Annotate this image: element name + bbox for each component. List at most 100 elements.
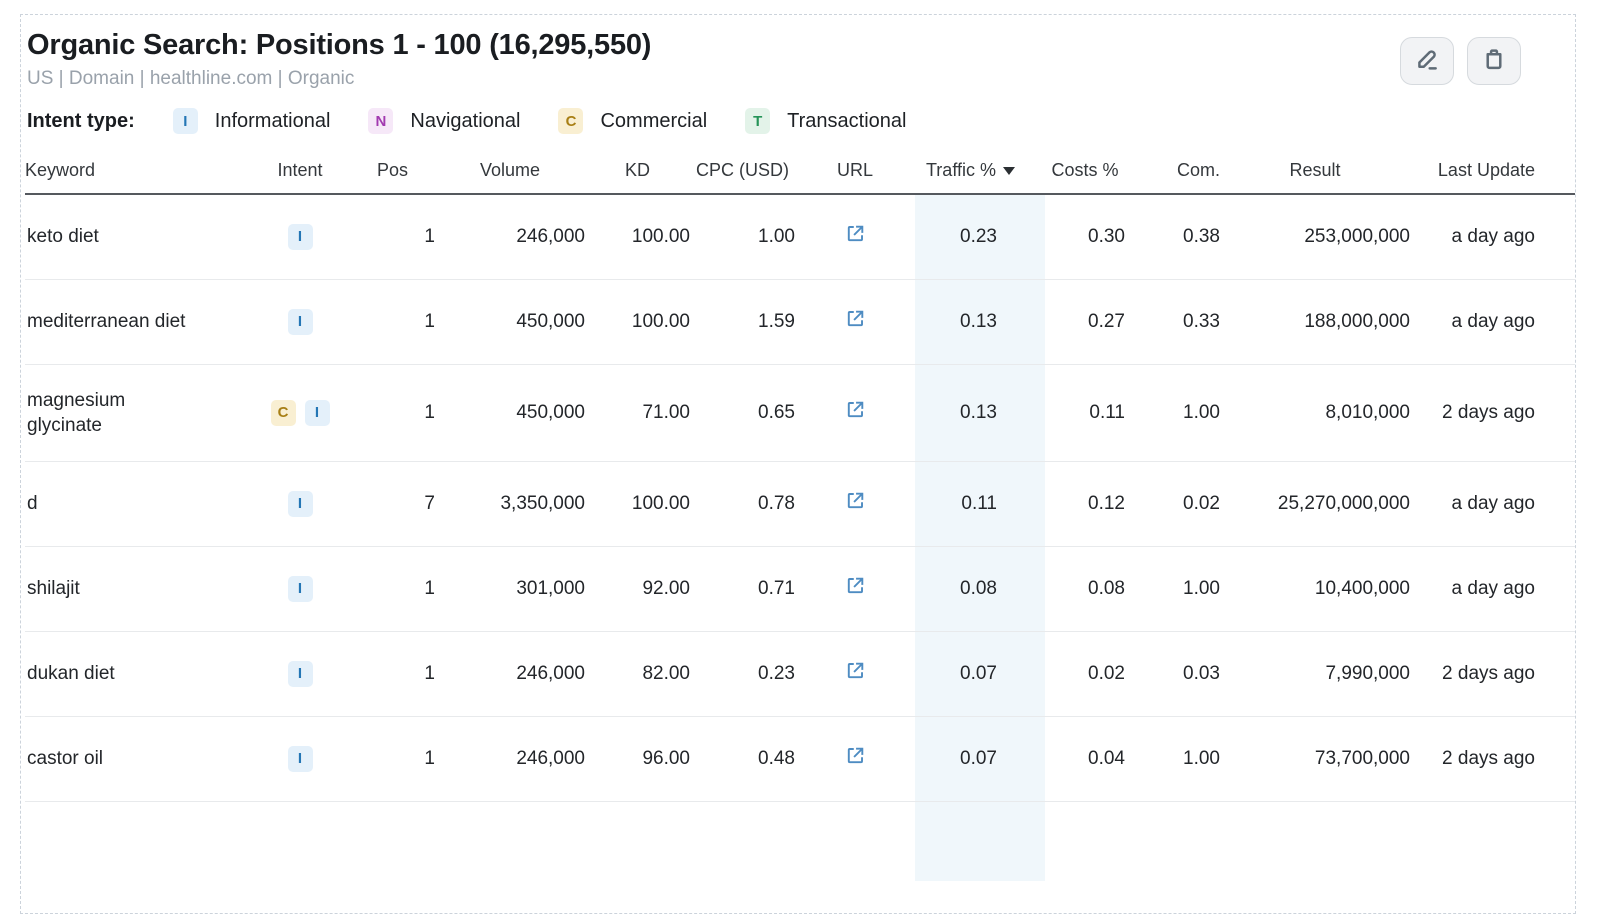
cell-costs: 0.12 bbox=[1088, 492, 1125, 514]
column-header-result[interactable]: Result bbox=[1289, 160, 1341, 180]
external-link-icon[interactable] bbox=[844, 744, 867, 767]
cell-com: 0.38 bbox=[1183, 225, 1220, 247]
table-row: castor oil I 1 246,000 96.00 0.48 0.07 0… bbox=[25, 716, 1575, 801]
intent-legend-item: I Informational bbox=[172, 108, 331, 134]
intent-badge-c: C bbox=[558, 108, 584, 134]
cell-keyword[interactable]: castor oil bbox=[27, 748, 104, 769]
cell-cpc: 1.00 bbox=[758, 225, 795, 247]
cell-last-update: a day ago bbox=[1451, 492, 1535, 514]
cell-cpc: 0.71 bbox=[758, 577, 795, 599]
intent-badge-i: I bbox=[287, 490, 313, 517]
cell-keyword[interactable]: shilajit bbox=[27, 578, 80, 599]
column-header-costs[interactable]: Costs % bbox=[1051, 160, 1119, 180]
external-link-icon[interactable] bbox=[844, 659, 867, 682]
cell-volume: 3,350,000 bbox=[500, 492, 585, 514]
intent-legend-item-label: Transactional bbox=[787, 109, 907, 132]
external-link-icon[interactable] bbox=[844, 574, 867, 597]
trash-icon bbox=[1481, 46, 1507, 77]
column-header-pos[interactable]: Pos bbox=[376, 160, 409, 180]
external-link-icon[interactable] bbox=[844, 398, 867, 421]
intent-legend: Intent type: I Informational N Navigatio… bbox=[25, 108, 1571, 134]
cell-costs: 0.30 bbox=[1088, 225, 1125, 247]
cell-keyword[interactable]: magnesium glycinate bbox=[27, 389, 126, 436]
cell-intent: I bbox=[250, 546, 350, 631]
intent-badge-i: I bbox=[287, 575, 313, 602]
cell-traffic: 0.23 bbox=[915, 194, 1045, 279]
cell-keyword[interactable]: mediterranean diet bbox=[27, 311, 186, 332]
external-link-icon[interactable] bbox=[844, 222, 867, 245]
cell-costs: 0.27 bbox=[1088, 310, 1125, 332]
sort-desc-icon bbox=[1003, 167, 1015, 176]
cell-last-update: 2 days ago bbox=[1442, 747, 1535, 769]
cell-intent: I bbox=[250, 194, 350, 279]
cell-url bbox=[795, 716, 915, 801]
cell-last-update: a day ago bbox=[1451, 577, 1535, 599]
cell-url bbox=[795, 631, 915, 716]
column-header-keyword: Keyword bbox=[25, 160, 96, 180]
table-filler-row bbox=[25, 801, 1575, 881]
cell-last-update: 2 days ago bbox=[1442, 401, 1535, 423]
edit-button[interactable] bbox=[1400, 37, 1454, 85]
cell-traffic: 0.07 bbox=[915, 716, 1045, 801]
table-row: d I 7 3,350,000 100.00 0.78 0.11 0.12 0.… bbox=[25, 461, 1575, 546]
column-header-url: URL bbox=[836, 160, 873, 180]
external-link-icon[interactable] bbox=[844, 307, 867, 330]
column-header-cpc[interactable]: CPC (USD) bbox=[696, 160, 789, 180]
header-actions bbox=[1400, 37, 1521, 85]
intent-badge-i: I bbox=[304, 399, 330, 426]
cell-intent: I bbox=[250, 461, 350, 546]
cell-result: 8,010,000 bbox=[1325, 401, 1410, 423]
intent-badge-i: I bbox=[287, 660, 313, 687]
cell-keyword[interactable]: keto diet bbox=[27, 226, 99, 248]
cell-volume: 246,000 bbox=[516, 662, 585, 684]
cell-result: 73,700,000 bbox=[1314, 747, 1410, 769]
cell-costs: 0.08 bbox=[1088, 577, 1125, 599]
intent-badge-i: I bbox=[172, 108, 198, 134]
cell-traffic: 0.13 bbox=[915, 364, 1045, 461]
intent-legend-label: Intent type: bbox=[27, 109, 135, 132]
cell-com: 0.02 bbox=[1183, 492, 1220, 514]
column-header-traffic-sorted[interactable]: Traffic % bbox=[915, 148, 1045, 194]
cell-volume: 301,000 bbox=[516, 577, 585, 599]
cell-url bbox=[795, 461, 915, 546]
intent-badge-n: N bbox=[368, 108, 394, 134]
intent-legend-item: T Transactional bbox=[745, 108, 907, 134]
cell-keyword[interactable]: d bbox=[27, 493, 38, 514]
column-header-kd[interactable]: KD bbox=[624, 160, 650, 180]
cell-url bbox=[795, 194, 915, 279]
cell-last-update: a day ago bbox=[1451, 225, 1535, 247]
cell-keyword[interactable]: dukan diet bbox=[27, 663, 115, 684]
cell-intent: I bbox=[250, 716, 350, 801]
cell-traffic: 0.13 bbox=[915, 279, 1045, 364]
external-link-icon[interactable] bbox=[844, 489, 867, 512]
column-header-volume[interactable]: Volume bbox=[479, 160, 541, 180]
page-title: Organic Search: Positions 1 - 100 (16,29… bbox=[27, 29, 652, 61]
cell-com: 1.00 bbox=[1183, 401, 1220, 423]
intent-legend-item: C Commercial bbox=[558, 108, 707, 134]
cell-position: 1 bbox=[424, 577, 435, 599]
cell-com: 1.00 bbox=[1183, 577, 1220, 599]
cell-kd: 100.00 bbox=[631, 492, 690, 514]
column-header-com[interactable]: Com. bbox=[1176, 160, 1220, 180]
pencil-icon bbox=[1414, 46, 1440, 77]
cell-position: 1 bbox=[424, 401, 435, 423]
cell-com: 0.03 bbox=[1183, 662, 1220, 684]
intent-badge-c: C bbox=[270, 399, 296, 426]
cell-position: 1 bbox=[424, 747, 435, 769]
intent-badge-i: I bbox=[287, 223, 313, 250]
column-header-last-update[interactable]: Last Update bbox=[1437, 160, 1535, 180]
intent-legend-item-label: Informational bbox=[214, 109, 331, 132]
intent-badge-i: I bbox=[287, 745, 313, 772]
intent-legend-item: N Navigational bbox=[368, 108, 520, 134]
cell-volume: 246,000 bbox=[516, 225, 585, 247]
cell-position: 1 bbox=[424, 662, 435, 684]
cell-cpc: 0.48 bbox=[758, 747, 795, 769]
cell-position: 1 bbox=[424, 310, 435, 332]
delete-button[interactable] bbox=[1467, 37, 1521, 85]
cell-result: 10,400,000 bbox=[1314, 577, 1410, 599]
intent-legend-items: I Informational N Navigational C Commerc… bbox=[172, 108, 907, 134]
cell-kd: 71.00 bbox=[642, 401, 690, 423]
cell-url bbox=[795, 364, 915, 461]
cell-traffic: 0.11 bbox=[915, 461, 1045, 546]
